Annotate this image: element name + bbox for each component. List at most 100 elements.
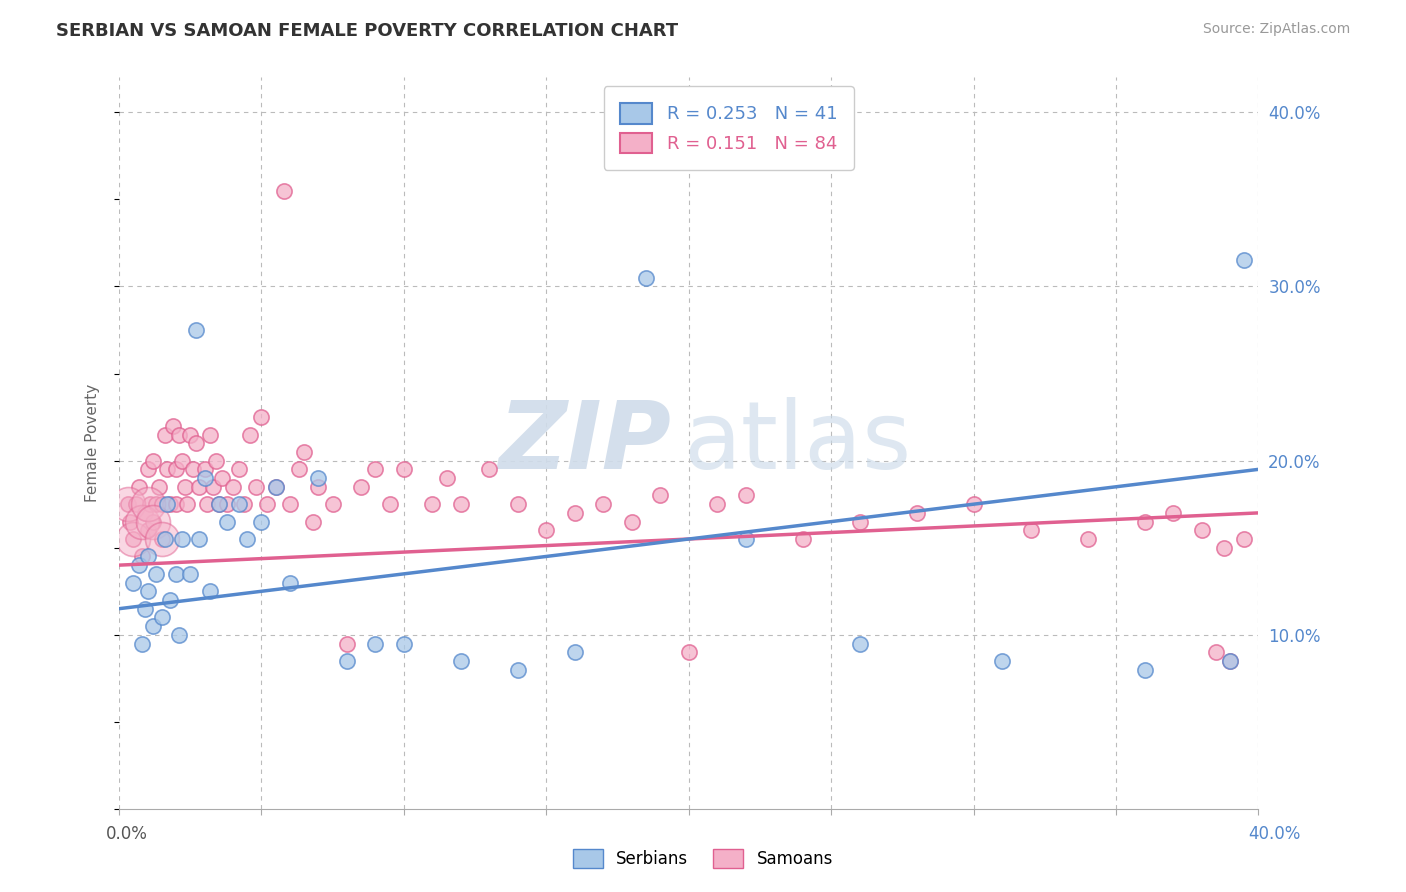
Point	[236, 532, 259, 546]
Point	[173, 480, 195, 494]
Point	[211, 471, 233, 485]
Point	[239, 427, 262, 442]
Point	[962, 497, 984, 511]
Point	[136, 584, 159, 599]
Point	[1233, 253, 1256, 268]
Point	[165, 462, 187, 476]
Point	[120, 515, 142, 529]
Text: ZIP: ZIP	[499, 397, 672, 489]
Point	[150, 532, 173, 546]
Point	[564, 506, 586, 520]
Point	[156, 462, 179, 476]
Point	[991, 654, 1014, 668]
Point	[1219, 654, 1241, 668]
Point	[307, 480, 329, 494]
Point	[792, 532, 814, 546]
Point	[117, 497, 139, 511]
Point	[205, 453, 228, 467]
Point	[145, 497, 167, 511]
Point	[245, 480, 267, 494]
Point	[208, 497, 231, 511]
Point	[150, 532, 173, 546]
Point	[176, 497, 198, 511]
Point	[134, 601, 156, 615]
Point	[264, 480, 287, 494]
Y-axis label: Female Poverty: Female Poverty	[86, 384, 100, 502]
Point	[422, 497, 444, 511]
Point	[233, 497, 256, 511]
Point	[131, 549, 153, 564]
Point	[634, 270, 657, 285]
Point	[1133, 515, 1156, 529]
Point	[592, 497, 614, 511]
Point	[506, 497, 529, 511]
Point	[136, 524, 159, 538]
Point	[307, 471, 329, 485]
Point	[179, 427, 201, 442]
Point	[134, 506, 156, 520]
Point	[706, 497, 728, 511]
Point	[128, 558, 150, 573]
Point	[145, 566, 167, 581]
Point	[159, 497, 181, 511]
Point	[193, 471, 215, 485]
Point	[165, 566, 187, 581]
Point	[222, 480, 245, 494]
Point	[156, 497, 179, 511]
Point	[150, 610, 173, 624]
Point	[150, 497, 173, 511]
Point	[301, 515, 323, 529]
Point	[564, 645, 586, 659]
Point	[128, 480, 150, 494]
Point	[228, 497, 250, 511]
Text: Source: ZipAtlas.com: Source: ZipAtlas.com	[1202, 22, 1350, 37]
Point	[117, 497, 139, 511]
Point	[392, 462, 415, 476]
Point	[131, 636, 153, 650]
Point	[200, 584, 222, 599]
Point	[139, 497, 162, 511]
Point	[1213, 541, 1236, 555]
Point	[122, 532, 145, 546]
Point	[450, 654, 472, 668]
Point	[350, 480, 373, 494]
Point	[848, 636, 870, 650]
Point	[1077, 532, 1099, 546]
Point	[125, 497, 148, 511]
Point	[264, 480, 287, 494]
Text: 40.0%: 40.0%	[1249, 825, 1301, 843]
Point	[278, 575, 301, 590]
Point	[184, 436, 207, 450]
Point	[1219, 654, 1241, 668]
Point	[136, 462, 159, 476]
Point	[187, 480, 209, 494]
Point	[217, 497, 239, 511]
Point	[167, 628, 190, 642]
Point	[181, 462, 204, 476]
Point	[292, 445, 315, 459]
Point	[170, 453, 193, 467]
Legend: Serbians, Samoans: Serbians, Samoans	[567, 842, 839, 875]
Point	[153, 532, 176, 546]
Point	[506, 663, 529, 677]
Text: SERBIAN VS SAMOAN FEMALE POVERTY CORRELATION CHART: SERBIAN VS SAMOAN FEMALE POVERTY CORRELA…	[56, 22, 678, 40]
Point	[1133, 663, 1156, 677]
Point	[364, 636, 387, 650]
Point	[536, 524, 558, 538]
Point	[142, 515, 165, 529]
Point	[228, 462, 250, 476]
Point	[165, 497, 187, 511]
Point	[202, 480, 225, 494]
Point	[122, 532, 145, 546]
Point	[153, 427, 176, 442]
Point	[450, 497, 472, 511]
Point	[678, 645, 700, 659]
Point	[1233, 532, 1256, 546]
Point	[142, 453, 165, 467]
Point	[195, 497, 218, 511]
Point	[170, 532, 193, 546]
Point	[122, 575, 145, 590]
Point	[167, 427, 190, 442]
Point	[273, 184, 295, 198]
Point	[131, 515, 153, 529]
